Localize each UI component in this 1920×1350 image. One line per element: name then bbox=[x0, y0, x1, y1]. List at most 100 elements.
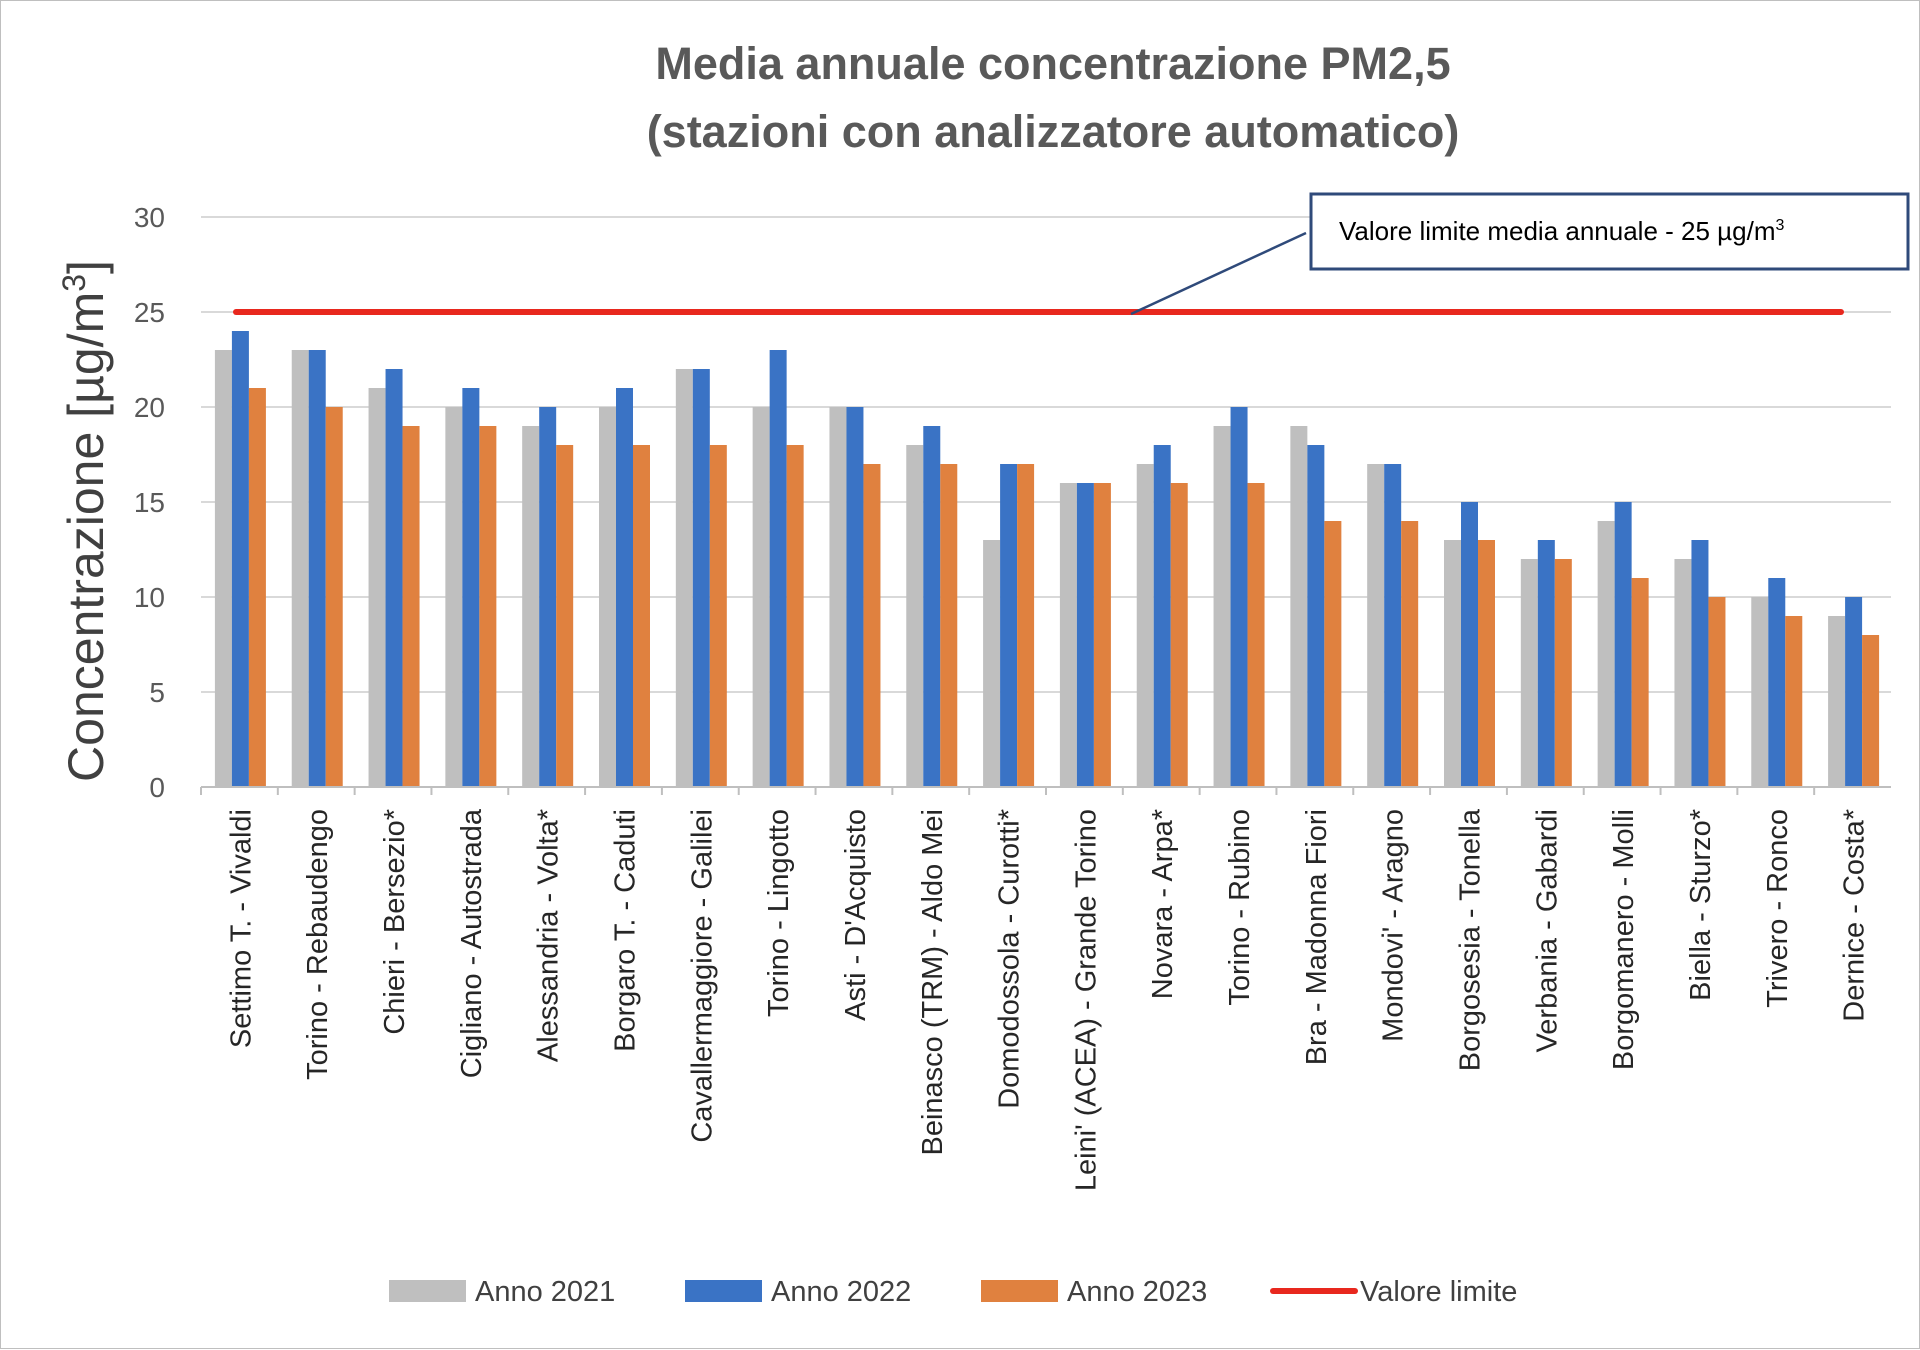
bar bbox=[1017, 464, 1035, 787]
x-tick-label: Asti - D'Acquisto bbox=[840, 809, 872, 1021]
bar bbox=[231, 331, 249, 787]
bar bbox=[308, 350, 326, 787]
bar bbox=[368, 388, 386, 787]
bar bbox=[1691, 540, 1709, 787]
x-tick-label: Borgosesia - Tonella bbox=[1455, 808, 1487, 1071]
x-tick-label: Verbania - Gabardi bbox=[1531, 809, 1563, 1052]
bar bbox=[1093, 483, 1111, 787]
x-tick-label: Borgaro T. - Caduti bbox=[610, 809, 642, 1052]
bar bbox=[462, 388, 480, 787]
y-tick-label: 0 bbox=[149, 772, 165, 803]
x-axis-categories: Settimo T. - Vivaldi Torino - Rebaudengo C… bbox=[200, 787, 1871, 1191]
chart-title-line-2: (stazioni con analizzatore automatico) bbox=[647, 106, 1460, 157]
bar bbox=[214, 350, 232, 787]
bar bbox=[906, 445, 924, 787]
bar bbox=[1674, 559, 1692, 787]
annotation-text: Valore limite media annuale - 25 µg/m3 bbox=[1339, 216, 1785, 246]
legend-label: Valore limite bbox=[1360, 1276, 1517, 1308]
y-tick-label: 15 bbox=[134, 487, 165, 518]
legend: Anno 2021 Anno 2022 Anno 2023 Valore limite bbox=[389, 1276, 1517, 1308]
x-tick-label: Trivero - Ronco bbox=[1762, 809, 1794, 1008]
bar bbox=[1290, 426, 1308, 787]
bar bbox=[1751, 597, 1769, 787]
bar bbox=[1153, 445, 1171, 787]
bar bbox=[1307, 445, 1325, 787]
bars bbox=[214, 331, 1880, 787]
legend-swatch bbox=[685, 1280, 762, 1302]
y-axis-label-superscript: 3 bbox=[56, 274, 92, 292]
legend-swatch bbox=[389, 1280, 466, 1302]
x-tick-label: Biella - Sturzo* bbox=[1685, 809, 1717, 1001]
x-tick-label: Torino - Rebaudengo bbox=[302, 809, 334, 1080]
bar bbox=[248, 388, 266, 787]
bar bbox=[325, 407, 343, 787]
bar bbox=[863, 464, 881, 787]
bar bbox=[709, 445, 727, 787]
x-tick-label: Borgomanero - Molli bbox=[1608, 809, 1640, 1070]
legend-label: Anno 2022 bbox=[771, 1276, 911, 1308]
x-tick-label: Settimo T. - Vivaldi bbox=[225, 809, 257, 1048]
bar bbox=[1136, 464, 1154, 787]
bar bbox=[1631, 578, 1649, 787]
bar bbox=[1597, 521, 1615, 787]
legend-label: Anno 2021 bbox=[475, 1276, 615, 1308]
bar bbox=[556, 445, 574, 787]
limit-annotation: Valore limite media annuale - 25 µg/m3 bbox=[1130, 192, 1910, 316]
y-tick-label: 5 bbox=[149, 677, 165, 708]
x-tick-label: Alessandria - Volta* bbox=[533, 809, 565, 1062]
bar bbox=[1708, 597, 1726, 787]
bar bbox=[786, 445, 804, 787]
bar bbox=[1076, 483, 1094, 787]
bar bbox=[1478, 540, 1495, 787]
bar bbox=[1324, 521, 1342, 787]
bar bbox=[1059, 483, 1077, 787]
y-axis-label-close: ] bbox=[58, 260, 114, 274]
bar bbox=[599, 407, 616, 787]
bar bbox=[675, 369, 693, 787]
x-tick-label: Chieri - Bersezio* bbox=[379, 809, 411, 1035]
legend-swatch bbox=[981, 1280, 1058, 1302]
bar bbox=[1845, 597, 1863, 787]
y-axis-ticks: 0 5 10 15 20 25 30 bbox=[134, 202, 165, 803]
y-axis-label-main: Concentrazione [µg/m bbox=[58, 292, 114, 782]
bar bbox=[1444, 540, 1461, 787]
bar bbox=[1367, 464, 1385, 787]
bar bbox=[846, 407, 864, 787]
bar bbox=[633, 445, 650, 787]
legend-label: Anno 2023 bbox=[1067, 1276, 1207, 1308]
y-tick-label: 20 bbox=[134, 392, 165, 423]
x-tick-label: Cavallermaggiore - Galilei bbox=[686, 809, 718, 1143]
bar bbox=[1614, 502, 1632, 787]
bar bbox=[1000, 464, 1018, 787]
bar bbox=[1230, 407, 1248, 787]
annotation-text-main: Valore limite media annuale - 25 µg/m bbox=[1339, 216, 1776, 246]
bar bbox=[752, 407, 770, 787]
bar bbox=[1401, 521, 1419, 787]
x-tick-label: Bra - Madonna Fiori bbox=[1301, 809, 1333, 1065]
x-tick-label: Torino - Lingotto bbox=[763, 809, 795, 1017]
bar bbox=[1554, 559, 1572, 787]
y-axis-label: Concentrazione [µg/m3] bbox=[56, 260, 114, 782]
bar bbox=[291, 350, 309, 787]
y-tick-label: 10 bbox=[134, 582, 165, 613]
bar bbox=[829, 407, 847, 787]
bar bbox=[692, 369, 710, 787]
bar bbox=[1862, 635, 1880, 787]
bar bbox=[479, 426, 497, 787]
bar bbox=[539, 407, 557, 787]
bar bbox=[923, 426, 941, 787]
chart-title: Media annuale concentrazione PM2,5 (staz… bbox=[647, 38, 1460, 157]
x-tick-label: Leini' (ACEA) - Grande Torino bbox=[1070, 809, 1102, 1191]
x-tick-label: Beinasco (TRM) - Aldo Mei bbox=[917, 809, 949, 1156]
x-tick-label: Mondovi' - Aragno bbox=[1378, 809, 1410, 1042]
chart-title-line-1: Media annuale concentrazione PM2,5 bbox=[655, 38, 1450, 89]
x-tick-label: Novara - Arpa* bbox=[1147, 809, 1179, 999]
bar bbox=[445, 407, 463, 787]
annotation-pointer bbox=[1130, 231, 1307, 316]
bar bbox=[1520, 559, 1538, 787]
x-tick-label: Torino - Rubino bbox=[1224, 809, 1256, 1006]
annotation-box bbox=[1309, 192, 1910, 271]
bar bbox=[616, 388, 633, 787]
bar bbox=[940, 464, 958, 787]
x-tick-label: Domodossola - Curotti* bbox=[994, 809, 1026, 1109]
